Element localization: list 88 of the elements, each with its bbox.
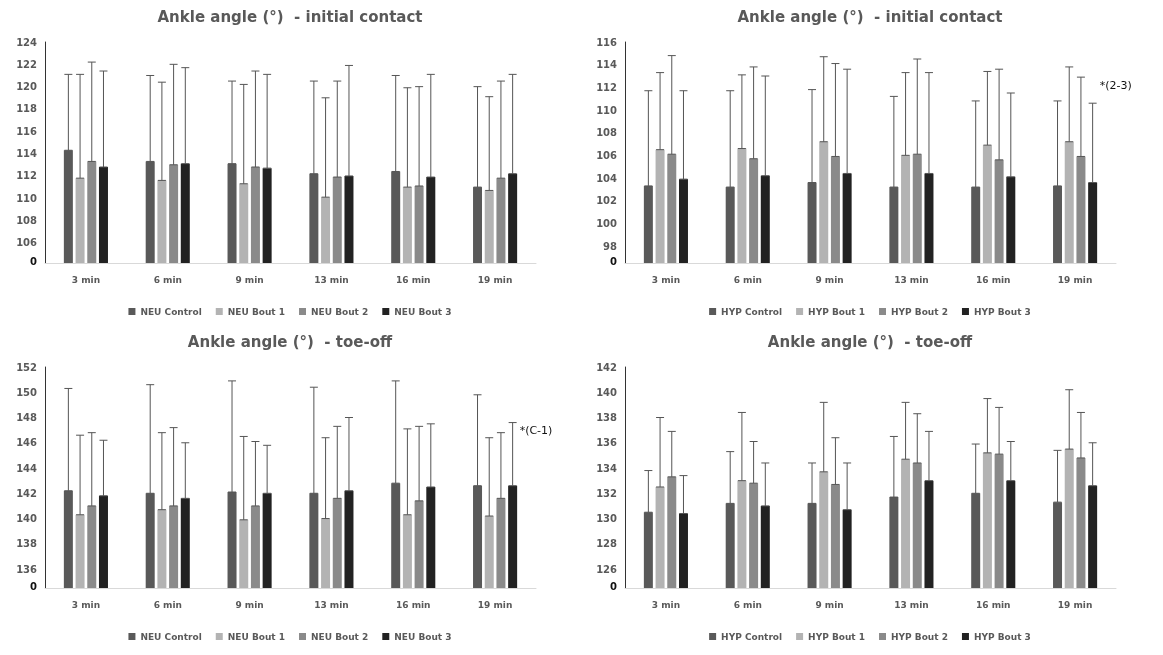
y-tick-label: 110 xyxy=(596,104,618,116)
chart-title: Ankle angle (°) - toe-off xyxy=(187,332,393,351)
x-tick-label: 13 min xyxy=(894,274,929,285)
y-tick-label: 142 xyxy=(596,361,618,373)
x-tick-label: 9 min xyxy=(235,274,264,285)
y-tick-label: 146 xyxy=(16,437,38,449)
chart-title: Ankle angle (°) - initial contact xyxy=(157,7,423,26)
y-tick-label: 138 xyxy=(596,412,618,424)
y-tick-label: 130 xyxy=(596,513,618,525)
legend-label: HYP Control xyxy=(721,631,783,642)
y-tick-label: 132 xyxy=(596,487,618,499)
legend-label: NEU Bout 1 xyxy=(227,306,286,317)
y-tick-label: 148 xyxy=(16,412,38,424)
y-tick-label: 116 xyxy=(596,36,618,48)
chart-title: Ankle angle (°) - toe-off xyxy=(767,332,973,351)
y-tick-label: 102 xyxy=(596,195,618,207)
y-tick-label: 136 xyxy=(596,437,618,449)
legend-label: HYP Bout 1 xyxy=(808,306,866,317)
x-tick-label: 16 min xyxy=(395,274,431,285)
y-tick-label: 118 xyxy=(16,103,38,115)
x-tick-label: 6 min xyxy=(153,599,182,610)
legend-label: NEU Bout 3 xyxy=(394,631,452,642)
x-tick-label: 3 min xyxy=(71,274,101,285)
legend-label: NEU Bout 3 xyxy=(394,306,452,317)
legend-label: NEU Bout 1 xyxy=(227,631,286,642)
legend-label: HYP Bout 2 xyxy=(891,306,948,317)
x-tick-label: 13 min xyxy=(314,599,349,610)
x-tick-label: 16 min xyxy=(975,599,1011,610)
y-tick-label: 110 xyxy=(16,192,38,204)
y-tick-label: 140 xyxy=(16,513,38,525)
x-tick-label: 9 min xyxy=(815,599,844,610)
text: 0 xyxy=(610,580,618,592)
x-tick-label: 16 min xyxy=(975,274,1011,285)
y-tick-label: 114 xyxy=(596,59,618,71)
legend-label: NEU Bout 2 xyxy=(311,306,369,317)
y-tick-label: 120 xyxy=(16,81,38,93)
text: 0 xyxy=(30,580,38,592)
legend-label: HYP Bout 2 xyxy=(891,631,948,642)
y-tick-label: 134 xyxy=(596,462,618,474)
y-tick-label: 106 xyxy=(16,237,38,249)
x-tick-label: 9 min xyxy=(235,599,264,610)
annotation: *(2-3) xyxy=(1099,79,1132,92)
x-tick-label: 3 min xyxy=(651,274,681,285)
x-tick-label: 9 min xyxy=(815,274,844,285)
y-tick-label: 128 xyxy=(596,538,618,550)
legend-label: HYP Control xyxy=(721,306,783,317)
x-tick-label: 6 min xyxy=(153,274,182,285)
legend-label: HYP Bout 3 xyxy=(973,306,1031,317)
y-tick-label: 100 xyxy=(596,217,618,229)
y-tick-label: 108 xyxy=(596,127,618,139)
y-tick-label: 138 xyxy=(16,538,38,550)
x-tick-label: 13 min xyxy=(314,274,349,285)
legend-label: NEU Bout 2 xyxy=(311,631,369,642)
y-tick-label: 116 xyxy=(16,125,38,137)
legend-label: NEU Control xyxy=(140,306,202,317)
text: 0 xyxy=(30,255,38,267)
x-tick-label: 13 min xyxy=(894,599,929,610)
x-tick-label: 6 min xyxy=(733,599,762,610)
legend-label: HYP Bout 1 xyxy=(808,631,866,642)
chart-title: Ankle angle (°) - initial contact xyxy=(737,7,1003,26)
y-tick-label: 112 xyxy=(596,81,618,93)
legend-label: HYP Bout 3 xyxy=(973,631,1031,642)
y-tick-label: 140 xyxy=(596,386,618,398)
x-tick-label: 3 min xyxy=(71,599,101,610)
y-tick-label: 124 xyxy=(16,36,38,48)
y-tick-label: 142 xyxy=(16,487,38,499)
x-tick-label: 19 min xyxy=(477,274,513,285)
y-tick-label: 106 xyxy=(596,149,618,161)
x-tick-label: 19 min xyxy=(477,599,513,610)
x-tick-label: 16 min xyxy=(395,599,431,610)
y-tick-label: 98 xyxy=(603,240,618,252)
y-tick-label: 122 xyxy=(16,58,38,70)
y-tick-label: 150 xyxy=(16,386,38,398)
y-tick-label: 104 xyxy=(596,172,618,184)
x-tick-label: 19 min xyxy=(1057,274,1093,285)
x-tick-label: 3 min xyxy=(651,599,681,610)
text: 0 xyxy=(610,255,618,267)
x-tick-label: 6 min xyxy=(733,274,762,285)
y-tick-label: 152 xyxy=(16,361,38,373)
x-tick-label: 19 min xyxy=(1057,599,1093,610)
y-tick-label: 136 xyxy=(16,563,38,575)
legend-label: NEU Control xyxy=(140,631,202,642)
y-tick-label: 144 xyxy=(16,462,38,474)
y-tick-label: 112 xyxy=(16,170,38,182)
y-tick-label: 108 xyxy=(16,215,38,227)
y-tick-label: 126 xyxy=(596,563,618,575)
y-tick-label: 114 xyxy=(16,148,38,160)
annotation: *(C-1) xyxy=(519,424,553,437)
